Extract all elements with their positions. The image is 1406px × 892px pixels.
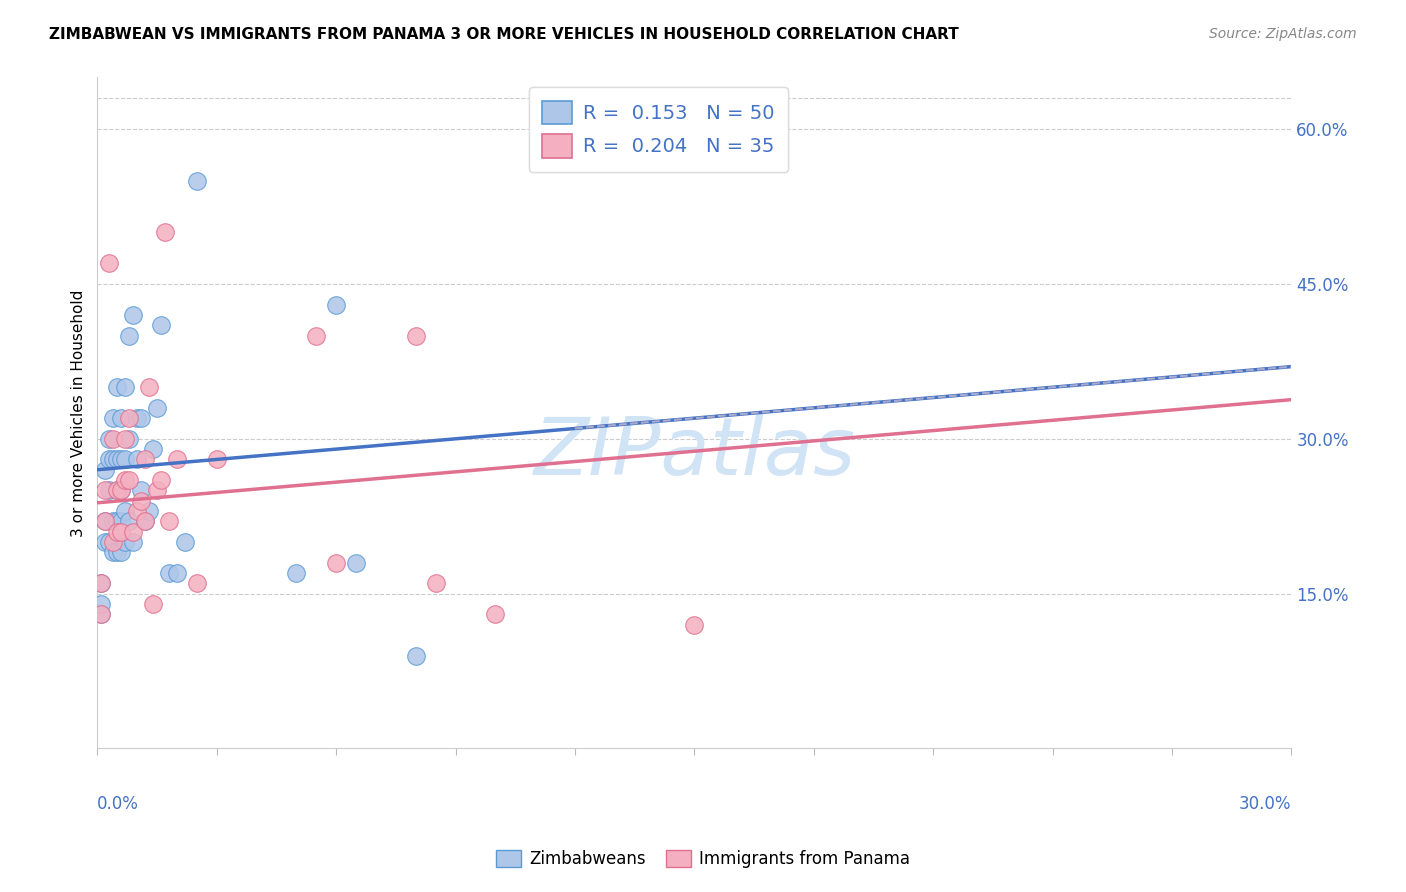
Point [103, 514, 125, 528]
Point [129, 483, 152, 498]
Legend: Zimbabweans, Immigrants from Panama: Zimbabweans, Immigrants from Panama [489, 843, 917, 875]
Point [122, 535, 145, 549]
Point [105, 380, 128, 394]
Point [138, 504, 160, 518]
Point [90, 576, 112, 591]
Point [118, 432, 141, 446]
Point [90, 576, 112, 591]
Point [150, 318, 173, 333]
Text: ZIMBABWEAN VS IMMIGRANTS FROM PANAMA 3 OR MORE VEHICLES IN HOUSEHOLD CORRELATION: ZIMBABWEAN VS IMMIGRANTS FROM PANAMA 3 O… [49, 27, 959, 42]
Point [134, 514, 156, 528]
Point [114, 535, 136, 549]
Point [94, 483, 117, 498]
Point [118, 473, 141, 487]
Point [118, 514, 141, 528]
Point [98, 452, 121, 467]
Point [129, 411, 152, 425]
Point [127, 411, 149, 425]
Point [94, 535, 117, 549]
Point [94, 514, 117, 528]
Point [186, 576, 208, 591]
Point [127, 452, 149, 467]
Point [105, 483, 128, 498]
Point [110, 483, 132, 498]
Point [105, 524, 128, 539]
Point [114, 473, 136, 487]
Point [103, 452, 125, 467]
Point [122, 524, 145, 539]
Point [110, 411, 132, 425]
Point [425, 576, 447, 591]
Point [405, 648, 427, 663]
Point [94, 514, 117, 528]
Point [110, 483, 132, 498]
Point [110, 545, 132, 559]
Point [325, 297, 347, 311]
Point [90, 607, 112, 622]
Point [405, 328, 427, 343]
Point [166, 452, 188, 467]
Text: Source: ZipAtlas.com: Source: ZipAtlas.com [1209, 27, 1357, 41]
Point [174, 535, 197, 549]
Point [157, 566, 180, 580]
Point [205, 452, 228, 467]
Y-axis label: 3 or more Vehicles in Household: 3 or more Vehicles in Household [72, 289, 86, 537]
Point [103, 411, 125, 425]
Point [90, 597, 112, 611]
Point [105, 545, 128, 559]
Point [94, 463, 117, 477]
Point [114, 504, 136, 518]
Point [129, 493, 152, 508]
Point [114, 380, 136, 394]
Point [103, 535, 125, 549]
Point [110, 452, 132, 467]
Point [103, 545, 125, 559]
Point [118, 328, 141, 343]
Point [114, 432, 136, 446]
Point [105, 483, 128, 498]
Point [157, 514, 180, 528]
Point [186, 174, 208, 188]
Point [344, 556, 367, 570]
Point [122, 308, 145, 322]
Point [146, 483, 169, 498]
Point [98, 535, 121, 549]
Point [325, 556, 347, 570]
Text: ZIPatlas: ZIPatlas [533, 414, 855, 492]
Point [150, 473, 173, 487]
Text: 30.0%: 30.0% [1239, 796, 1292, 814]
Point [285, 566, 308, 580]
Point [98, 256, 121, 270]
Point [90, 607, 112, 622]
Point [683, 617, 706, 632]
Point [142, 442, 165, 456]
Text: 0.0%: 0.0% [97, 796, 139, 814]
Point [305, 328, 328, 343]
Point [166, 566, 188, 580]
Point [98, 432, 121, 446]
Point [138, 380, 160, 394]
Point [103, 432, 125, 446]
Point [153, 225, 176, 239]
Legend: R =  0.153   N = 50, R =  0.204   N = 35: R = 0.153 N = 50, R = 0.204 N = 35 [529, 87, 789, 171]
Point [105, 514, 128, 528]
Point [98, 483, 121, 498]
Point [134, 452, 156, 467]
Point [105, 452, 128, 467]
Point [142, 597, 165, 611]
Point [110, 514, 132, 528]
Point [146, 401, 169, 415]
Point [114, 452, 136, 467]
Point [118, 411, 141, 425]
Point [127, 504, 149, 518]
Point [110, 524, 132, 539]
Point [484, 607, 506, 622]
Point [134, 514, 156, 528]
